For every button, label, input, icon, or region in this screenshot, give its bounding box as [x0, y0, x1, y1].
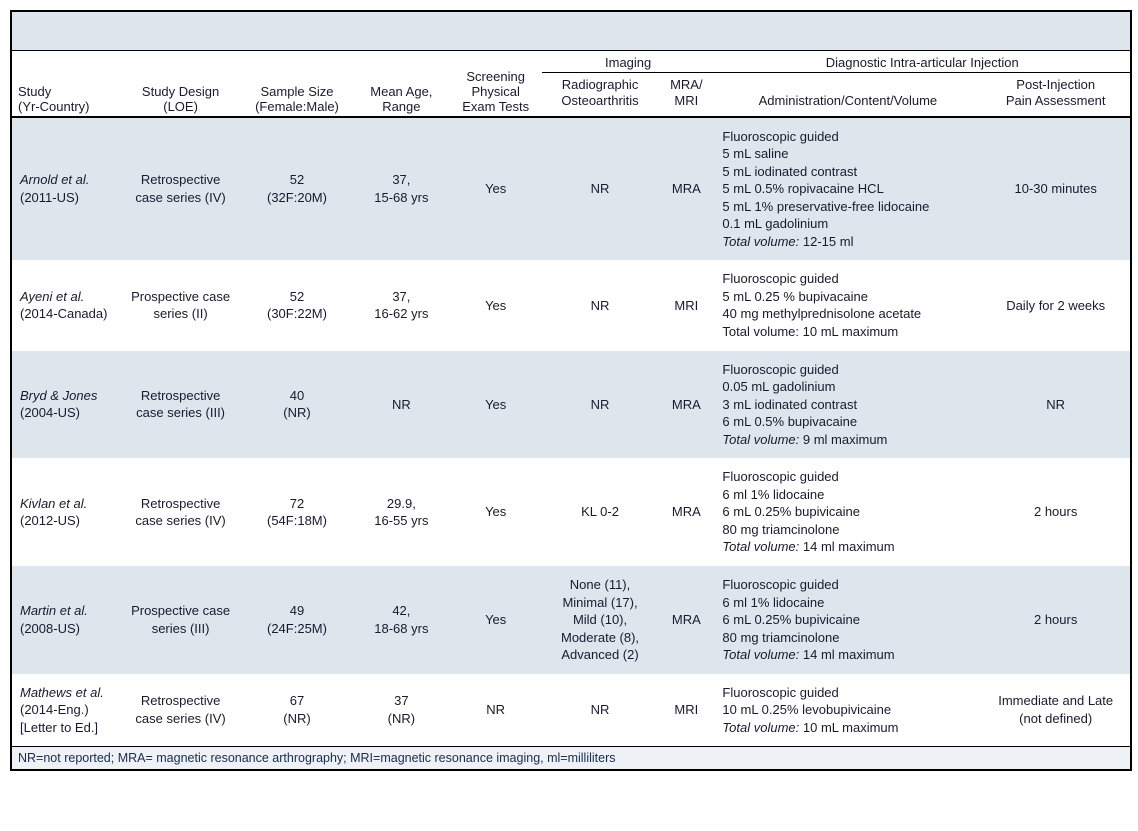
- cell-mra: MRI: [658, 674, 714, 747]
- cell-study: Arnold et al.(2011-US): [12, 117, 120, 261]
- cell-sample: 52(32F:20M): [241, 117, 353, 261]
- study-table-container: Study(Yr-Country) Study Design(LOE) Samp…: [10, 10, 1132, 771]
- cell-age: 42,18-68 yrs: [353, 566, 449, 674]
- table-row: Arnold et al.(2011-US)Retrospective case…: [12, 117, 1130, 261]
- cell-sample: 72(54F:18M): [241, 458, 353, 566]
- cell-mra: MRA: [658, 458, 714, 566]
- cell-age: 37,15-68 yrs: [353, 117, 449, 261]
- table-row: Martin et al.(2008-US)Prospective case s…: [12, 566, 1130, 674]
- cell-design: Retrospective case series (III): [120, 351, 240, 459]
- cell-pain: NR: [981, 351, 1130, 459]
- cell-mra: MRI: [658, 260, 714, 350]
- table-footnote: NR=not reported; MRA= magnetic resonance…: [12, 747, 1130, 770]
- cell-study: Martin et al.(2008-US): [12, 566, 120, 674]
- col-sample: Sample Size(Female:Male): [241, 51, 353, 117]
- cell-design: Prospective case series (II): [120, 260, 240, 350]
- cell-radio: KL 0-2: [542, 458, 658, 566]
- cell-design: Retrospective case series (IV): [120, 674, 240, 747]
- cell-design: Retrospective case series (IV): [120, 458, 240, 566]
- cell-design: Retrospective case series (IV): [120, 117, 240, 261]
- cell-screen: Yes: [450, 351, 542, 459]
- cell-screen: Yes: [450, 566, 542, 674]
- col-study: Study(Yr-Country): [12, 51, 120, 117]
- cell-study: Mathews et al.(2014-Eng.)[Letter to Ed.]: [12, 674, 120, 747]
- cell-radio: NR: [542, 260, 658, 350]
- cell-screen: NR: [450, 674, 542, 747]
- cell-pain: 2 hours: [981, 566, 1130, 674]
- cell-pain: Immediate and Late (not defined): [981, 674, 1130, 747]
- cell-age: NR: [353, 351, 449, 459]
- cell-age: 29.9,16-55 yrs: [353, 458, 449, 566]
- cell-mra: MRA: [658, 351, 714, 459]
- cell-screen: Yes: [450, 260, 542, 350]
- col-screen: ScreeningPhysicalExam Tests: [450, 51, 542, 117]
- cell-pain: 2 hours: [981, 458, 1130, 566]
- table-body: Arnold et al.(2011-US)Retrospective case…: [12, 117, 1130, 747]
- cell-sample: 67(NR): [241, 674, 353, 747]
- cell-radio: NR: [542, 674, 658, 747]
- cell-study: Kivlan et al.(2012-US): [12, 458, 120, 566]
- col-group-injection: Diagnostic Intra-articular Injection: [714, 51, 1130, 73]
- col-age: Mean Age,Range: [353, 51, 449, 117]
- study-table: Study(Yr-Country) Study Design(LOE) Samp…: [12, 12, 1130, 769]
- table-row: Kivlan et al.(2012-US)Retrospective case…: [12, 458, 1130, 566]
- cell-pain: 10-30 minutes: [981, 117, 1130, 261]
- cell-sample: 49(24F:25M): [241, 566, 353, 674]
- col-pain: Post-InjectionPain Assessment: [981, 73, 1130, 117]
- cell-radio: None (11),Minimal (17),Mild (10),Moderat…: [542, 566, 658, 674]
- col-radio: RadiographicOsteoarthritis: [542, 73, 658, 117]
- table-head: Study(Yr-Country) Study Design(LOE) Samp…: [12, 12, 1130, 117]
- cell-radio: NR: [542, 351, 658, 459]
- cell-study: Ayeni et al.(2014-Canada): [12, 260, 120, 350]
- cell-admin: Fluoroscopic guided5 mL 0.25 % bupivacai…: [714, 260, 981, 350]
- table-row: Ayeni et al.(2014-Canada)Prospective cas…: [12, 260, 1130, 350]
- cell-admin: Fluoroscopic guided10 mL 0.25% levobupiv…: [714, 674, 981, 747]
- cell-admin: Fluoroscopic guided0.05 mL gadolinium3 m…: [714, 351, 981, 459]
- cell-admin: Fluoroscopic guided5 mL saline5 mL iodin…: [714, 117, 981, 261]
- title-bar: [12, 12, 1130, 51]
- cell-admin: Fluoroscopic guided6 ml 1% lidocaine6 mL…: [714, 566, 981, 674]
- cell-radio: NR: [542, 117, 658, 261]
- cell-sample: 40(NR): [241, 351, 353, 459]
- cell-screen: Yes: [450, 458, 542, 566]
- cell-design: Prospective case series (III): [120, 566, 240, 674]
- cell-study: Bryd & Jones(2004-US): [12, 351, 120, 459]
- cell-admin: Fluoroscopic guided6 ml 1% lidocaine6 mL…: [714, 458, 981, 566]
- table-row: Mathews et al.(2014-Eng.)[Letter to Ed.]…: [12, 674, 1130, 747]
- cell-pain: Daily for 2 weeks: [981, 260, 1130, 350]
- table-row: Bryd & Jones(2004-US)Retrospective case …: [12, 351, 1130, 459]
- cell-age: 37,16-62 yrs: [353, 260, 449, 350]
- col-design: Study Design(LOE): [120, 51, 240, 117]
- cell-mra: MRA: [658, 117, 714, 261]
- cell-mra: MRA: [658, 566, 714, 674]
- header-group-row: Study(Yr-Country) Study Design(LOE) Samp…: [12, 51, 1130, 73]
- col-admin: Administration/Content/Volume: [714, 73, 981, 117]
- col-mra: MRA/MRI: [658, 73, 714, 117]
- cell-screen: Yes: [450, 117, 542, 261]
- cell-sample: 52(30F:22M): [241, 260, 353, 350]
- cell-age: 37(NR): [353, 674, 449, 747]
- col-group-imaging: Imaging: [542, 51, 715, 73]
